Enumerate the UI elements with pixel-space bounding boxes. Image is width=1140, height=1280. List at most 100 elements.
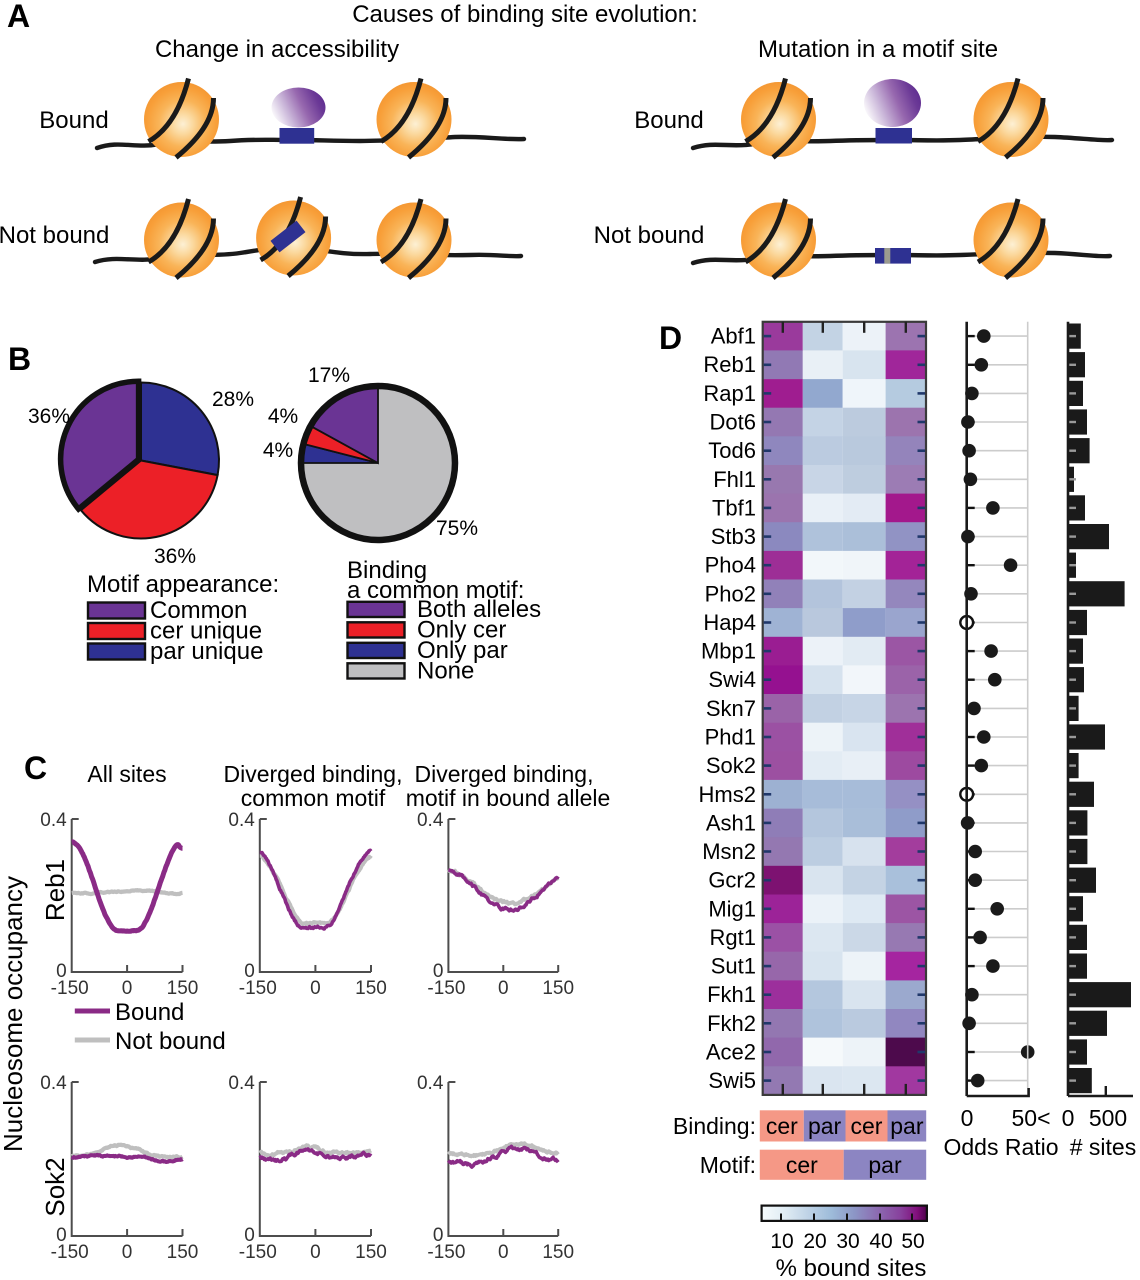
svg-text:-150: -150 [51,1242,89,1263]
svg-text:0: 0 [244,1225,255,1246]
svg-text:Phd1: Phd1 [705,725,756,750]
svg-text:Causes of binding site evoluti: Causes of binding site evolution: [352,1,698,28]
svg-text:par: par [868,1152,902,1178]
svg-text:Reb1: Reb1 [703,352,756,377]
svg-text:Fkh2: Fkh2 [707,1011,756,1036]
svg-text:Sok2: Sok2 [706,753,756,778]
svg-text:0: 0 [310,978,321,999]
svg-text:Reb1: Reb1 [40,859,70,921]
svg-text:0: 0 [961,1105,974,1131]
svg-text:# sites: # sites [1070,1134,1136,1160]
svg-text:par unique: par unique [150,638,263,665]
svg-text:motif in bound allele: motif in bound allele [406,785,611,811]
svg-text:Pho4: Pho4 [705,553,756,578]
svg-text:Mig1: Mig1 [708,896,756,921]
svg-text:0: 0 [56,961,67,982]
svg-text:D: D [659,320,682,356]
svg-text:0: 0 [433,961,444,982]
svg-text:Swi5: Swi5 [708,1068,756,1093]
svg-text:Rap1: Rap1 [703,381,756,406]
svg-text:Abf1: Abf1 [711,324,756,349]
svg-text:0: 0 [498,1242,509,1263]
svg-text:Binding:: Binding: [673,1113,756,1139]
svg-text:Sut1: Sut1 [711,954,756,979]
svg-text:B: B [8,341,31,377]
svg-text:Swi4: Swi4 [708,667,756,692]
svg-text:Pho2: Pho2 [705,581,756,606]
svg-text:-150: -150 [239,978,277,999]
svg-text:Not bound: Not bound [594,222,705,249]
svg-text:Diverged binding,: Diverged binding, [223,761,402,787]
svg-text:0.4: 0.4 [417,810,444,831]
svg-text:0.4: 0.4 [228,1073,255,1094]
svg-text:0: 0 [56,1225,67,1246]
svg-text:0.4: 0.4 [228,810,255,831]
svg-text:Hap4: Hap4 [703,610,756,635]
svg-text:Motif:: Motif: [700,1152,756,1178]
svg-text:None: None [417,657,474,684]
svg-text:par: par [808,1113,842,1139]
svg-text:Hms2: Hms2 [699,782,756,807]
svg-text:Not bound: Not bound [0,222,109,249]
svg-text:Tod6: Tod6 [708,438,756,463]
svg-text:500: 500 [1089,1105,1127,1131]
svg-text:150: 150 [167,978,199,999]
svg-text:150: 150 [167,1242,199,1263]
svg-text:17%: 17% [308,364,350,387]
svg-text:0: 0 [1062,1105,1075,1131]
svg-text:par: par [890,1113,924,1139]
svg-text:Bound: Bound [115,999,184,1026]
svg-text:150: 150 [542,978,574,999]
svg-text:Msn2: Msn2 [702,839,756,864]
svg-text:36%: 36% [28,405,70,428]
svg-text:Mutation in a motif site: Mutation in a motif site [758,36,998,63]
svg-text:% bound sites: % bound sites [776,1255,927,1280]
svg-text:75%: 75% [436,517,478,540]
svg-text:0: 0 [122,1242,133,1263]
svg-text:Dot6: Dot6 [710,410,756,435]
svg-text:Mbp1: Mbp1 [701,639,756,664]
svg-text:150: 150 [355,1242,387,1263]
svg-text:10: 10 [770,1230,793,1253]
svg-text:0: 0 [310,1242,321,1263]
svg-text:All sites: All sites [87,761,166,787]
svg-text:Both alleles: Both alleles [417,596,541,623]
svg-text:30: 30 [836,1230,859,1253]
svg-text:Diverged binding,: Diverged binding, [414,761,593,787]
svg-text:Stb3: Stb3 [711,524,756,549]
svg-text:0.4: 0.4 [40,1073,67,1094]
svg-text:-150: -150 [51,978,89,999]
svg-text:50: 50 [901,1230,924,1253]
svg-text:Not bound: Not bound [115,1028,226,1055]
svg-text:-150: -150 [427,1242,465,1263]
svg-text:Tbf1: Tbf1 [712,495,756,520]
svg-text:-150: -150 [239,1242,277,1263]
svg-text:cer: cer [851,1113,883,1139]
svg-text:28%: 28% [212,388,254,411]
svg-text:Ash1: Ash1 [706,810,756,835]
svg-text:Odds Ratio: Odds Ratio [943,1134,1058,1160]
svg-text:0: 0 [498,978,509,999]
svg-text:Skn7: Skn7 [706,696,756,721]
svg-text:common motif: common motif [241,785,386,811]
svg-text:Only par: Only par [417,637,508,664]
svg-text:Motif appearance:: Motif appearance: [87,571,279,598]
svg-text:0: 0 [244,961,255,982]
svg-text:150: 150 [542,1242,574,1263]
svg-text:Rgt1: Rgt1 [710,925,756,950]
svg-text:Fhl1: Fhl1 [713,467,756,492]
svg-text:36%: 36% [154,545,196,568]
svg-text:Bound: Bound [39,107,108,134]
svg-text:Gcr2: Gcr2 [708,868,756,893]
svg-text:0: 0 [122,978,133,999]
svg-text:Only cer: Only cer [417,616,506,643]
svg-text:cer unique: cer unique [150,618,262,645]
svg-text:4%: 4% [268,405,298,428]
svg-text:50<: 50< [1011,1105,1050,1131]
svg-text:0.4: 0.4 [40,810,67,831]
svg-text:Fkh1: Fkh1 [707,982,756,1007]
svg-text:A: A [7,0,30,34]
svg-text:cer: cer [766,1113,798,1139]
svg-text:150: 150 [355,978,387,999]
svg-text:Common: Common [150,597,247,624]
